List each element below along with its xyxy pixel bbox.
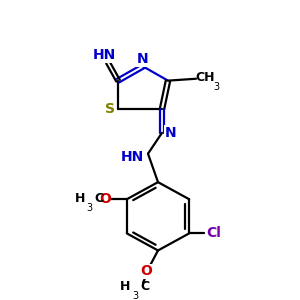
Text: 3: 3 [87, 203, 93, 213]
Text: O: O [99, 192, 111, 206]
Text: N: N [137, 52, 149, 66]
Text: S: S [105, 102, 115, 116]
Text: Cl: Cl [207, 226, 222, 240]
Text: HN: HN [92, 48, 116, 62]
Text: H: H [74, 192, 85, 205]
Text: CH: CH [195, 71, 215, 84]
Text: C: C [140, 280, 149, 293]
Text: N: N [165, 126, 177, 140]
Text: 3: 3 [213, 82, 219, 92]
Text: HN: HN [120, 151, 144, 164]
Text: 3: 3 [132, 291, 138, 300]
Text: C: C [95, 192, 104, 205]
Text: H: H [120, 280, 130, 293]
Text: O: O [140, 264, 152, 278]
